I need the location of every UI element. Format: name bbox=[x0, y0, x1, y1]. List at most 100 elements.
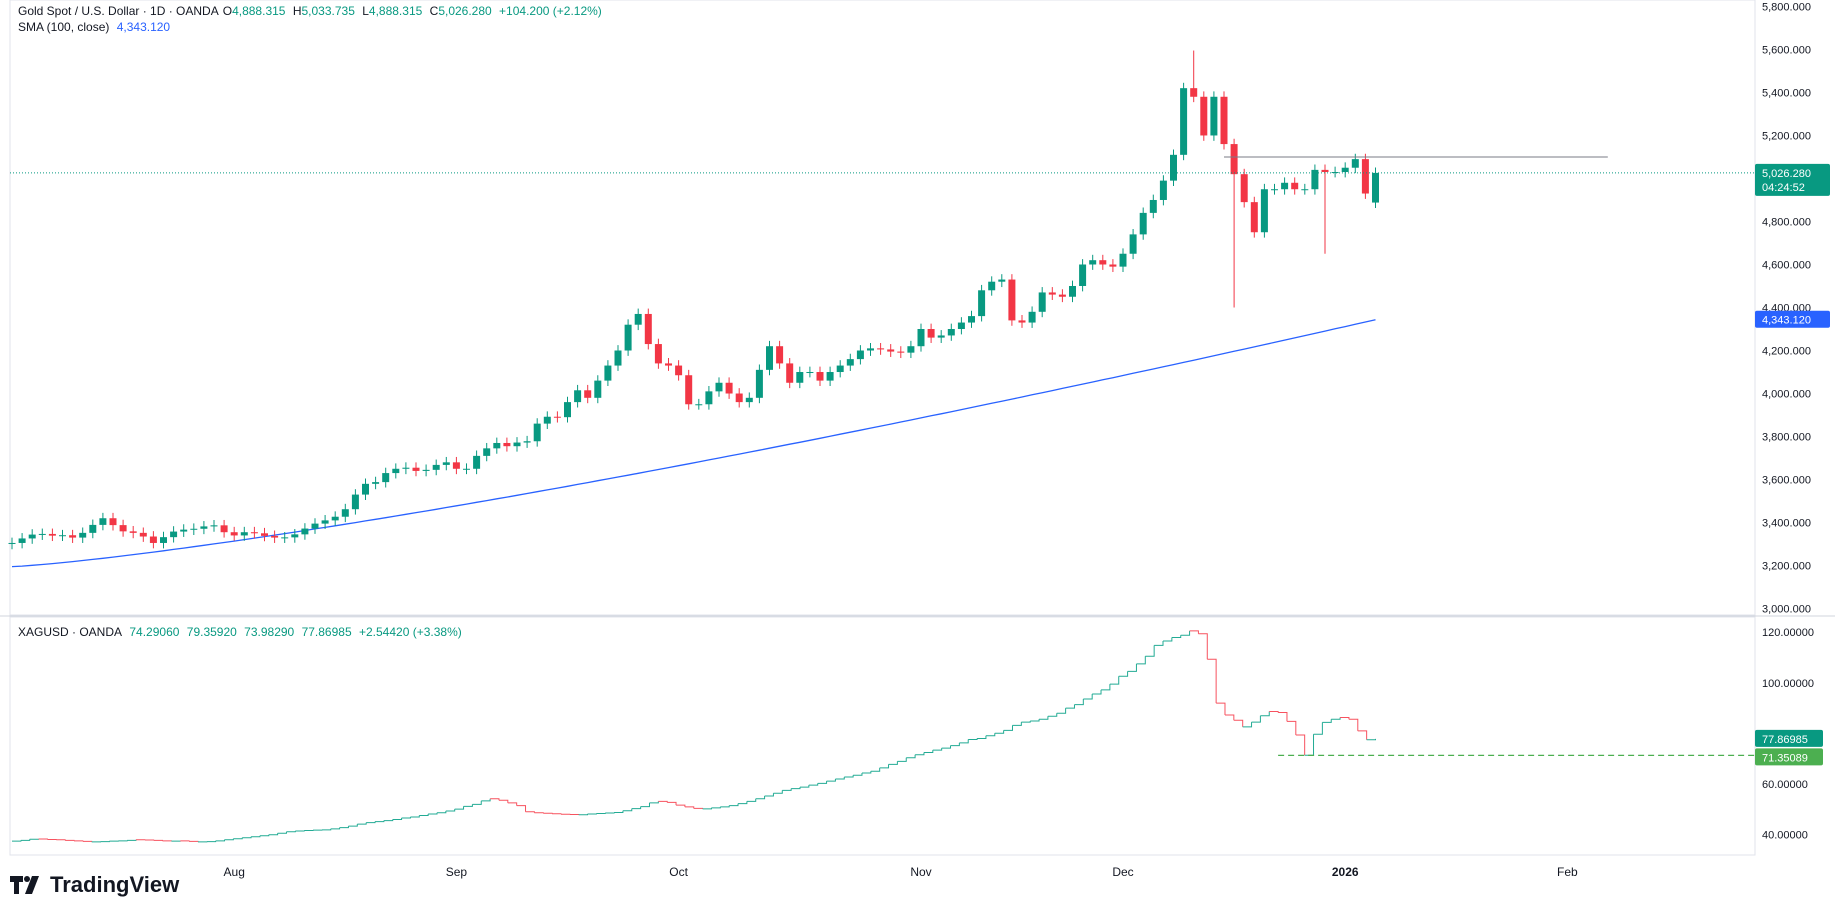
candle-body bbox=[1311, 169, 1319, 190]
candle bbox=[281, 531, 289, 543]
gold-y-tick-label: 5,200.000 bbox=[1762, 130, 1811, 142]
silver-last-text: 77.86985 bbox=[1762, 734, 1808, 746]
gold-y-tick-label: 5,800.000 bbox=[1762, 1, 1811, 13]
candle bbox=[917, 323, 925, 352]
candle-body bbox=[432, 464, 440, 470]
candle bbox=[1190, 50, 1198, 103]
candle-body bbox=[887, 349, 895, 352]
candle-body bbox=[220, 525, 228, 533]
candle-body bbox=[806, 372, 814, 374]
silver-step-segment bbox=[82, 840, 93, 842]
candle bbox=[372, 476, 380, 490]
silver-step-segment bbox=[277, 831, 287, 834]
candle-body bbox=[341, 509, 349, 517]
candle-body bbox=[634, 313, 642, 325]
silver-step-segment bbox=[844, 775, 854, 778]
candle bbox=[463, 463, 470, 475]
candle bbox=[1311, 164, 1319, 195]
gold-price-panel[interactable] bbox=[0, 0, 1835, 617]
candle bbox=[331, 511, 339, 526]
candle bbox=[230, 526, 238, 541]
candle-body bbox=[1351, 159, 1359, 168]
candle-body bbox=[1250, 202, 1258, 233]
candle-body bbox=[907, 346, 915, 353]
gold-y-tick-label: 4,600.000 bbox=[1762, 259, 1811, 271]
silver-step-segment bbox=[773, 790, 783, 794]
candle-body bbox=[311, 523, 319, 529]
candle-body bbox=[1341, 167, 1349, 173]
silver-step-segment bbox=[1189, 630, 1199, 634]
gold-y-tick-label: 5,600.000 bbox=[1762, 44, 1811, 56]
silver-step-segment bbox=[1331, 717, 1341, 720]
silver-step-segment bbox=[1180, 630, 1191, 636]
candle-body bbox=[594, 380, 602, 398]
silver-step-segment bbox=[419, 813, 429, 817]
candle bbox=[897, 346, 905, 359]
candle bbox=[452, 456, 460, 475]
silver-price-panel[interactable] bbox=[9, 616, 1756, 856]
candle bbox=[149, 531, 157, 549]
candle-body bbox=[533, 423, 541, 442]
tradingview-logo[interactable]: TradingView bbox=[10, 872, 179, 898]
sma-line bbox=[11, 319, 1376, 568]
silver-step-segment bbox=[1012, 722, 1022, 726]
gold-y-tick-label: 3,400.000 bbox=[1762, 518, 1811, 530]
candle bbox=[38, 528, 46, 540]
silver-step-segment bbox=[1047, 713, 1058, 717]
silver-step-segment bbox=[799, 785, 810, 788]
candle-body bbox=[877, 348, 885, 350]
candle bbox=[483, 442, 491, 462]
candle bbox=[301, 523, 309, 540]
candle-body bbox=[836, 365, 844, 373]
sma-value: 4,343.120 bbox=[116, 20, 171, 34]
candle bbox=[119, 519, 127, 537]
candle-body bbox=[301, 528, 309, 535]
candle-body bbox=[442, 462, 450, 465]
silver-step-segment bbox=[817, 781, 828, 784]
candle-body bbox=[473, 455, 481, 469]
candle bbox=[978, 284, 986, 322]
price-axes: 3,000.000 3,200.000 3,400.000 3,600.000 3,80… bbox=[1755, 1, 1830, 842]
silver-step-segment bbox=[1278, 711, 1288, 722]
candle-body bbox=[644, 313, 652, 345]
silver-step-segment bbox=[835, 777, 845, 780]
silver-step-segment bbox=[684, 806, 695, 809]
sma-legend: SMA (100, close) 4,343.120 bbox=[18, 20, 174, 34]
candle bbox=[1341, 162, 1349, 178]
candle-body bbox=[543, 416, 551, 424]
candle-body bbox=[493, 442, 501, 449]
time-axis: Aug Sep Oct Nov Dec 2026 Feb bbox=[224, 865, 1579, 879]
candle bbox=[1250, 196, 1258, 238]
silver-step-segment bbox=[915, 752, 925, 756]
lower-frame bbox=[9, 616, 1756, 856]
candle bbox=[402, 462, 410, 475]
silver-step-segment bbox=[1295, 734, 1306, 756]
candle bbox=[1028, 306, 1036, 328]
candle bbox=[1301, 183, 1309, 195]
silver-step-segment bbox=[472, 800, 482, 805]
candle-body bbox=[715, 382, 723, 392]
silver-step-segment bbox=[1109, 676, 1120, 685]
candle bbox=[725, 377, 733, 399]
candle-body bbox=[695, 404, 703, 406]
candle-body bbox=[1038, 292, 1046, 312]
candle bbox=[867, 342, 874, 356]
candle bbox=[1220, 91, 1228, 150]
candle bbox=[705, 385, 713, 410]
last-price-text: 5,026.280 bbox=[1762, 168, 1811, 180]
candle bbox=[614, 345, 622, 371]
silver-step-segment bbox=[224, 838, 234, 841]
silver-step-segment bbox=[1207, 658, 1217, 704]
silver-step-segment bbox=[1163, 637, 1173, 642]
candle-body bbox=[392, 468, 400, 474]
low-label: L bbox=[362, 4, 369, 18]
candle bbox=[18, 533, 26, 549]
silver-level-text: 71.35089 bbox=[1762, 752, 1808, 764]
candle bbox=[321, 515, 329, 529]
silver-step-segment bbox=[481, 798, 491, 802]
candle bbox=[1008, 274, 1016, 326]
silver-step-segment bbox=[339, 826, 349, 829]
silver-step-segment bbox=[676, 804, 686, 807]
gold-y-tick-label: 5,400.000 bbox=[1762, 87, 1811, 99]
